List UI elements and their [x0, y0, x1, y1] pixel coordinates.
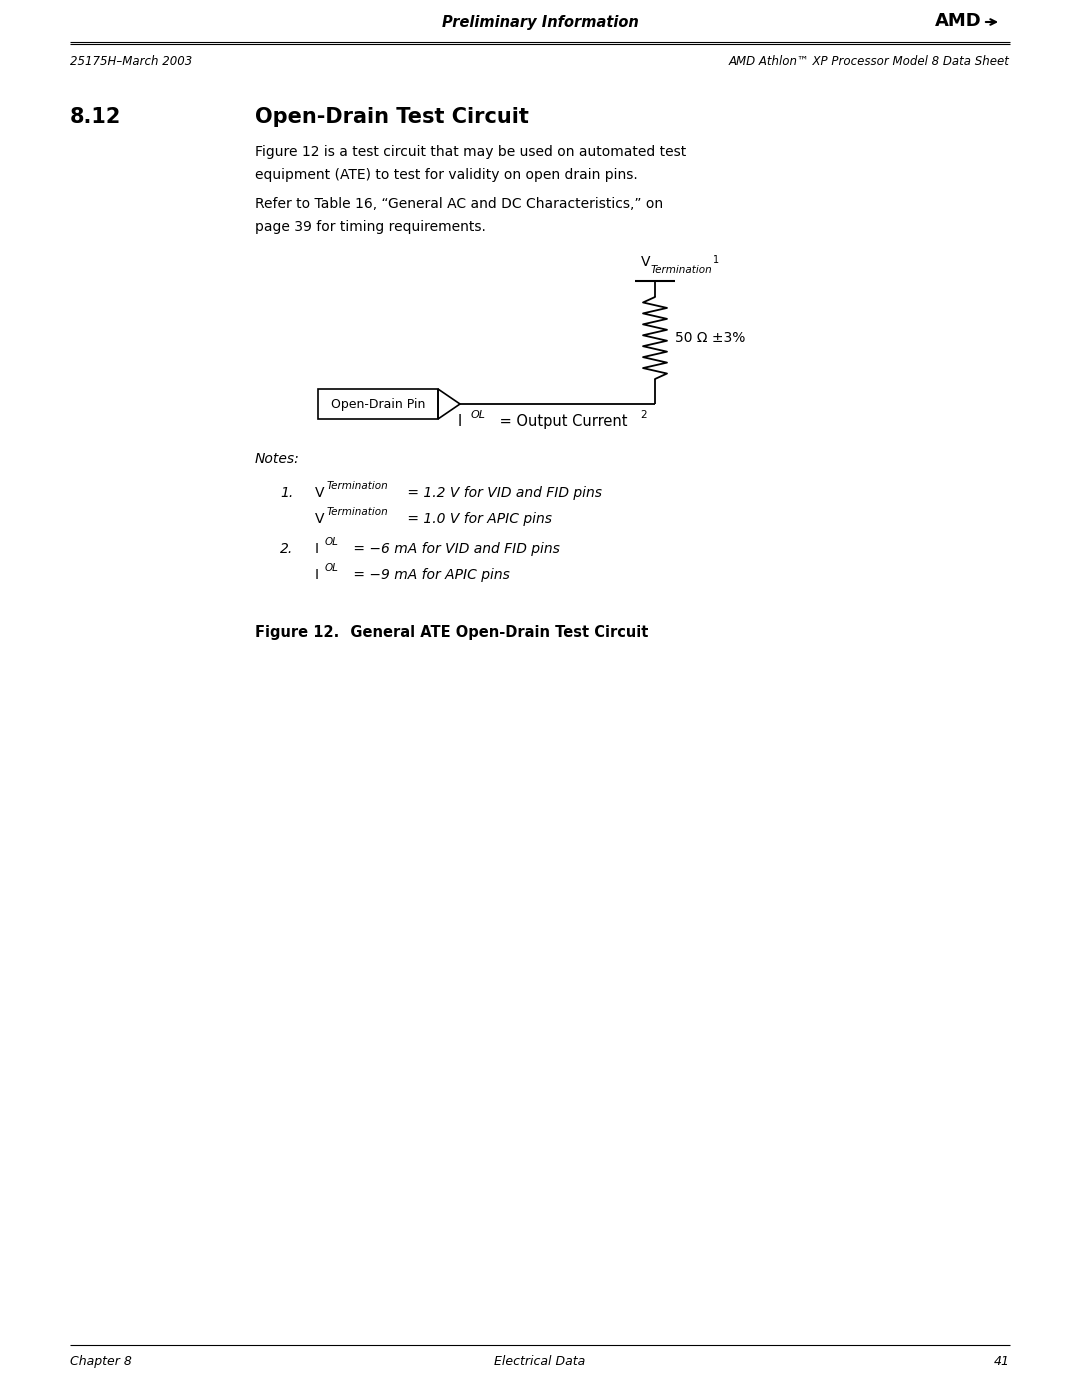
Text: Figure 12 is a test circuit that may be used on automated test: Figure 12 is a test circuit that may be … [255, 145, 686, 159]
Text: = −9 mA for APIC pins: = −9 mA for APIC pins [349, 567, 510, 581]
Text: V: V [315, 486, 324, 500]
Text: Figure 12.: Figure 12. [255, 624, 339, 640]
Text: V: V [640, 256, 650, 270]
Text: 2: 2 [640, 409, 647, 420]
Text: Open-Drain Pin: Open-Drain Pin [330, 398, 426, 411]
Bar [318, 388, 438, 419]
Text: Electrical Data: Electrical Data [495, 1355, 585, 1368]
Text: 1.: 1. [280, 486, 294, 500]
Text: General ATE Open-Drain Test Circuit: General ATE Open-Drain Test Circuit [335, 624, 648, 640]
Text: = 1.2 V for VID and FID pins: = 1.2 V for VID and FID pins [403, 486, 602, 500]
Text: page 39 for timing requirements.: page 39 for timing requirements. [255, 219, 486, 233]
Text: Termination: Termination [326, 481, 388, 490]
Text: 2.: 2. [280, 542, 294, 556]
Text: Termination: Termination [326, 507, 388, 517]
Text: Preliminary Information: Preliminary Information [442, 15, 638, 29]
Text: 41: 41 [994, 1355, 1010, 1368]
Text: AMD: AMD [935, 13, 982, 29]
Text: OL: OL [325, 536, 339, 546]
Text: Termination: Termination [651, 265, 713, 275]
Text: 8.12: 8.12 [70, 108, 121, 127]
Text: Refer to Table 16, “General AC and DC Characteristics,” on: Refer to Table 16, “General AC and DC Ch… [255, 197, 663, 211]
Text: 50 Ω ±3%: 50 Ω ±3% [675, 331, 745, 345]
Text: 25175H–March 2003: 25175H–March 2003 [70, 54, 192, 68]
Text: 1: 1 [713, 256, 719, 265]
Text: Open-Drain Test Circuit: Open-Drain Test Circuit [255, 108, 529, 127]
Text: equipment (ATE) to test for validity on open drain pins.: equipment (ATE) to test for validity on … [255, 168, 638, 182]
Text: I: I [458, 414, 462, 429]
Text: = Output Current: = Output Current [495, 414, 627, 429]
Text: AMD Athlon™ XP Processor Model 8 Data Sheet: AMD Athlon™ XP Processor Model 8 Data Sh… [729, 54, 1010, 68]
Text: V: V [315, 511, 324, 525]
Text: OL: OL [325, 563, 339, 573]
Text: I: I [315, 542, 319, 556]
Text: I: I [315, 567, 319, 581]
Text: Notes:: Notes: [255, 453, 300, 467]
Text: Chapter 8: Chapter 8 [70, 1355, 132, 1368]
Text: OL: OL [471, 409, 486, 420]
Text: = 1.0 V for APIC pins: = 1.0 V for APIC pins [403, 511, 552, 525]
Text: = −6 mA for VID and FID pins: = −6 mA for VID and FID pins [349, 542, 559, 556]
